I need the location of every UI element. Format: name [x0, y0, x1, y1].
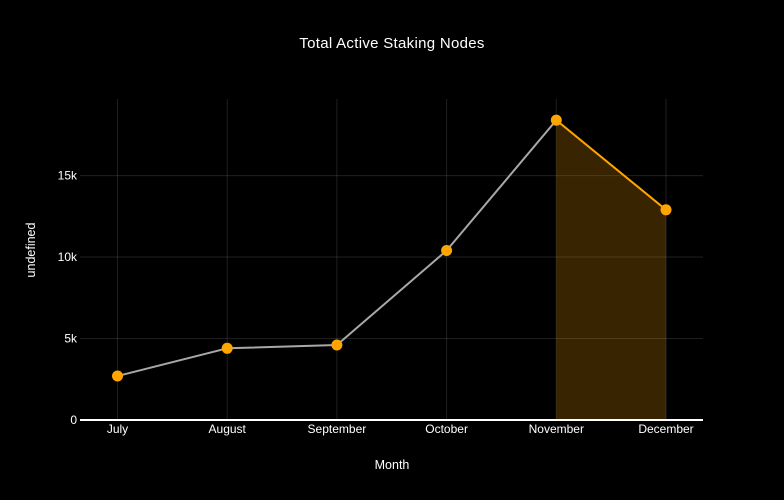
x-tick-label: August: [209, 422, 247, 436]
data-point[interactable]: [221, 342, 233, 354]
x-tick-label: July: [107, 422, 128, 436]
data-point[interactable]: [441, 245, 453, 257]
x-tick-label: October: [425, 422, 468, 436]
y-tick-label: 15k: [58, 169, 78, 183]
y-tick-label: 10k: [58, 250, 78, 264]
data-point[interactable]: [660, 204, 672, 216]
series-line-segment: [335, 249, 448, 347]
data-point[interactable]: [331, 339, 343, 351]
data-point[interactable]: [112, 370, 123, 382]
data-point[interactable]: [550, 114, 562, 126]
y-tick-label: 5k: [64, 332, 78, 346]
highlight-area: [556, 120, 666, 420]
chart-title: Total Active Staking Nodes: [299, 35, 485, 52]
series-line-segment: [445, 119, 558, 252]
x-tick-label: September: [308, 422, 367, 436]
series-line-segment: [555, 119, 667, 211]
series-line-segment: [116, 347, 229, 378]
y-tick-label: 0: [70, 413, 77, 427]
series-line-segment: [226, 344, 338, 350]
x-tick-label: November: [529, 422, 584, 436]
x-axis-label: Month: [374, 458, 410, 472]
x-tick-label: December: [638, 422, 693, 436]
